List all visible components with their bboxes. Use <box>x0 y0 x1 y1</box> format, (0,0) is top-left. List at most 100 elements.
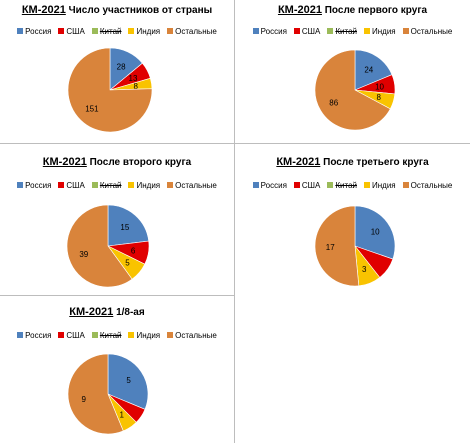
data-label: 5 <box>125 258 130 267</box>
chart-title: КМ-2021 После первого круга <box>277 4 428 16</box>
legend-swatch <box>17 332 24 338</box>
legend-label: США <box>66 26 85 36</box>
legend-label: Индия <box>136 180 161 190</box>
legend-swatch <box>363 28 370 34</box>
legend-swatch <box>402 28 409 34</box>
chart-title: КМ-2021 После второго круга <box>42 156 192 168</box>
legend-swatch <box>252 182 259 188</box>
panel-divider <box>234 143 235 295</box>
legend-item: Китай <box>327 24 357 38</box>
legend-label: Россия <box>25 26 52 36</box>
pie-chart: 15 65 39 <box>66 204 150 288</box>
pie-slice-Россия <box>107 353 149 410</box>
chart-panel-2: КМ-2021 После первого круга Россия США Кит… <box>235 0 470 143</box>
legend-item: Россия <box>17 178 51 192</box>
legend-item: Остальные <box>402 24 453 38</box>
chart-panel-4: КМ-2021 После третьего круга Россия США Ки… <box>235 144 470 295</box>
data-label: 9 <box>81 395 86 404</box>
legend-swatch <box>17 28 24 34</box>
legend-label: США <box>66 180 85 190</box>
pie-slice-Россия <box>354 49 393 91</box>
legend-item: США <box>293 24 321 38</box>
legend-swatch <box>17 182 24 188</box>
legend-item: Китай <box>91 178 122 192</box>
legend-label: Китай <box>99 26 122 36</box>
data-label: 13 <box>129 74 138 83</box>
data-label: 28 <box>117 62 126 71</box>
legend-label: Остальные <box>410 180 453 190</box>
legend-swatch <box>91 182 98 188</box>
pie-chart: 10 3 17 <box>314 205 396 287</box>
legend-swatch <box>91 28 98 34</box>
chart-legend: Россия США Китай Индия Остальные <box>0 328 234 342</box>
legend-item: Остальные <box>167 328 217 342</box>
legend-item: Индия <box>363 24 396 38</box>
legend-item: Китай <box>91 328 121 342</box>
data-label: 10 <box>371 228 380 237</box>
chart-legend: Россия США Китай Индия Остальные <box>0 178 234 192</box>
legend-label: Остальные <box>410 26 453 36</box>
legend-label: Остальные <box>175 180 217 190</box>
data-label: 5 <box>126 376 131 385</box>
chart-legend: Россия США Китай Индия Остальные <box>235 24 470 38</box>
legend-label: Индия <box>136 330 161 340</box>
data-label: 151 <box>85 105 99 114</box>
legend-item: США <box>58 178 85 192</box>
legend-label: Россия <box>25 330 52 340</box>
legend-swatch <box>327 28 334 34</box>
legend-swatch <box>128 182 135 188</box>
legend-item: Остальные <box>402 178 453 192</box>
legend-swatch <box>327 182 334 188</box>
legend-label: Остальные <box>175 330 217 340</box>
data-label: 15 <box>120 223 129 232</box>
chart-panel-3: КМ-2021 После второго круга Россия США Кит… <box>0 144 234 295</box>
chart-legend: Россия США Китай Индия Остальные <box>0 24 234 38</box>
data-label: 17 <box>326 243 335 252</box>
legend-swatch <box>252 28 259 34</box>
legend-item: Россия <box>17 24 51 38</box>
legend-label: Китай <box>335 26 357 36</box>
pie-slice-Россия <box>107 204 150 247</box>
chart-title: КМ-2021 Число участников от страны <box>21 4 213 16</box>
chart-panel-1: КМ-2021 Число участников от страны Росси… <box>0 0 234 143</box>
data-label: 39 <box>79 250 88 259</box>
panel-divider <box>0 143 234 144</box>
panel-divider <box>0 295 234 296</box>
legend-label: Индия <box>136 26 161 36</box>
legend-item: Индия <box>128 328 160 342</box>
data-label: 10 <box>375 82 384 91</box>
legend-label: Остальные <box>175 26 217 36</box>
legend-item: Китай <box>327 178 357 192</box>
panel-divider <box>234 295 235 443</box>
pie-chart: 5 1 9 <box>67 353 149 435</box>
legend-label: Китай <box>99 180 122 190</box>
legend-label: США <box>301 26 321 36</box>
legend-item: США <box>293 178 321 192</box>
data-label: 24 <box>364 65 373 74</box>
data-label: 8 <box>377 93 382 102</box>
legend-label: Россия <box>260 26 287 36</box>
legend-label: Индия <box>371 180 396 190</box>
legend-label: Россия <box>260 180 287 190</box>
legend-swatch <box>167 332 174 338</box>
legend-swatch <box>167 28 174 34</box>
chart-title: КМ-2021 После третьего круга <box>276 156 429 168</box>
chart-panel-5: КМ-2021 1/8-ая Россия США Китай Индия Осталь… <box>0 296 234 443</box>
legend-item: Остальные <box>167 24 217 38</box>
pie-slice-Остальные <box>67 47 153 133</box>
legend-swatch <box>402 182 409 188</box>
data-label: 3 <box>362 265 367 274</box>
legend-item: Остальные <box>167 178 217 192</box>
legend-swatch <box>58 182 65 188</box>
legend-label: Китай <box>335 180 357 190</box>
legend-item: Китай <box>91 24 122 38</box>
legend-label: США <box>66 330 85 340</box>
pie-slice-Остальные <box>314 49 391 131</box>
legend-item: Индия <box>128 178 160 192</box>
data-label: 6 <box>131 246 136 255</box>
legend-item: Россия <box>252 178 287 192</box>
data-label: 8 <box>133 82 138 91</box>
legend-label: США <box>301 180 321 190</box>
